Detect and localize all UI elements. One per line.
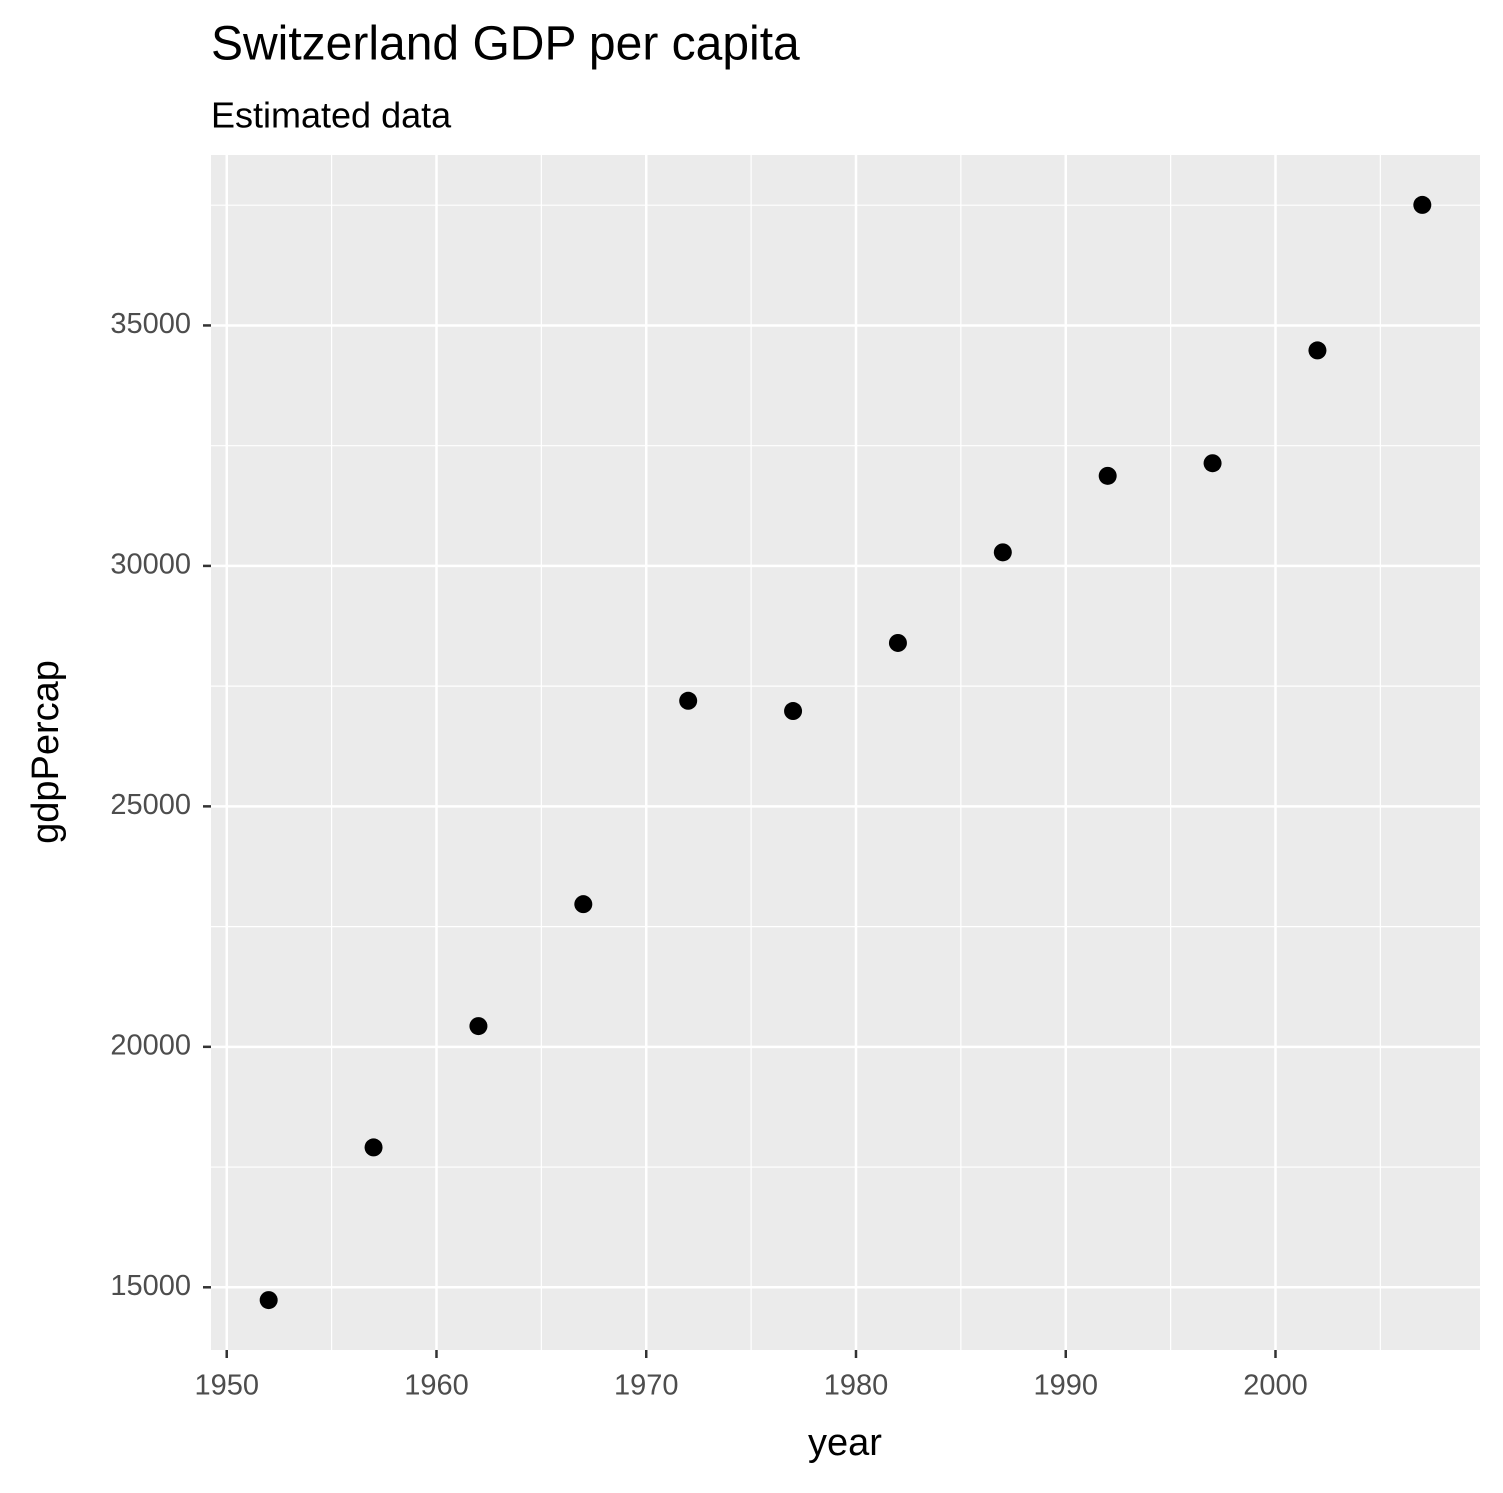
y-axis-title: gdpPercap: [25, 660, 67, 844]
chart-title: Switzerland GDP per capita: [211, 18, 800, 71]
y-tick-label: 15000: [110, 1270, 191, 1302]
x-tick-label: 1960: [404, 1370, 469, 1402]
point: [888, 633, 907, 652]
y-tick-label: 25000: [110, 789, 191, 821]
point: [679, 691, 698, 710]
point: [259, 1291, 278, 1310]
x-tick-label: 2000: [1243, 1370, 1308, 1402]
x-axis-title: year: [808, 1422, 882, 1464]
y-tick-label: 20000: [110, 1029, 191, 1061]
point: [1413, 195, 1432, 214]
point: [469, 1017, 488, 1036]
chart-subtitle: Estimated data: [211, 95, 452, 136]
point: [1308, 341, 1327, 360]
x-tick-label: 1990: [1033, 1370, 1098, 1402]
y-tick-label: 35000: [110, 308, 191, 340]
y-tick-label: 30000: [110, 549, 191, 581]
panel: [211, 155, 1480, 1350]
point: [993, 543, 1012, 562]
point: [574, 895, 593, 914]
x-tick-label: 1970: [614, 1370, 679, 1402]
point: [1203, 454, 1222, 473]
point: [784, 702, 803, 721]
point: [364, 1138, 383, 1157]
x-tick-label: 1950: [194, 1370, 259, 1402]
point: [1098, 466, 1117, 485]
x-tick-label: 1980: [824, 1370, 889, 1402]
